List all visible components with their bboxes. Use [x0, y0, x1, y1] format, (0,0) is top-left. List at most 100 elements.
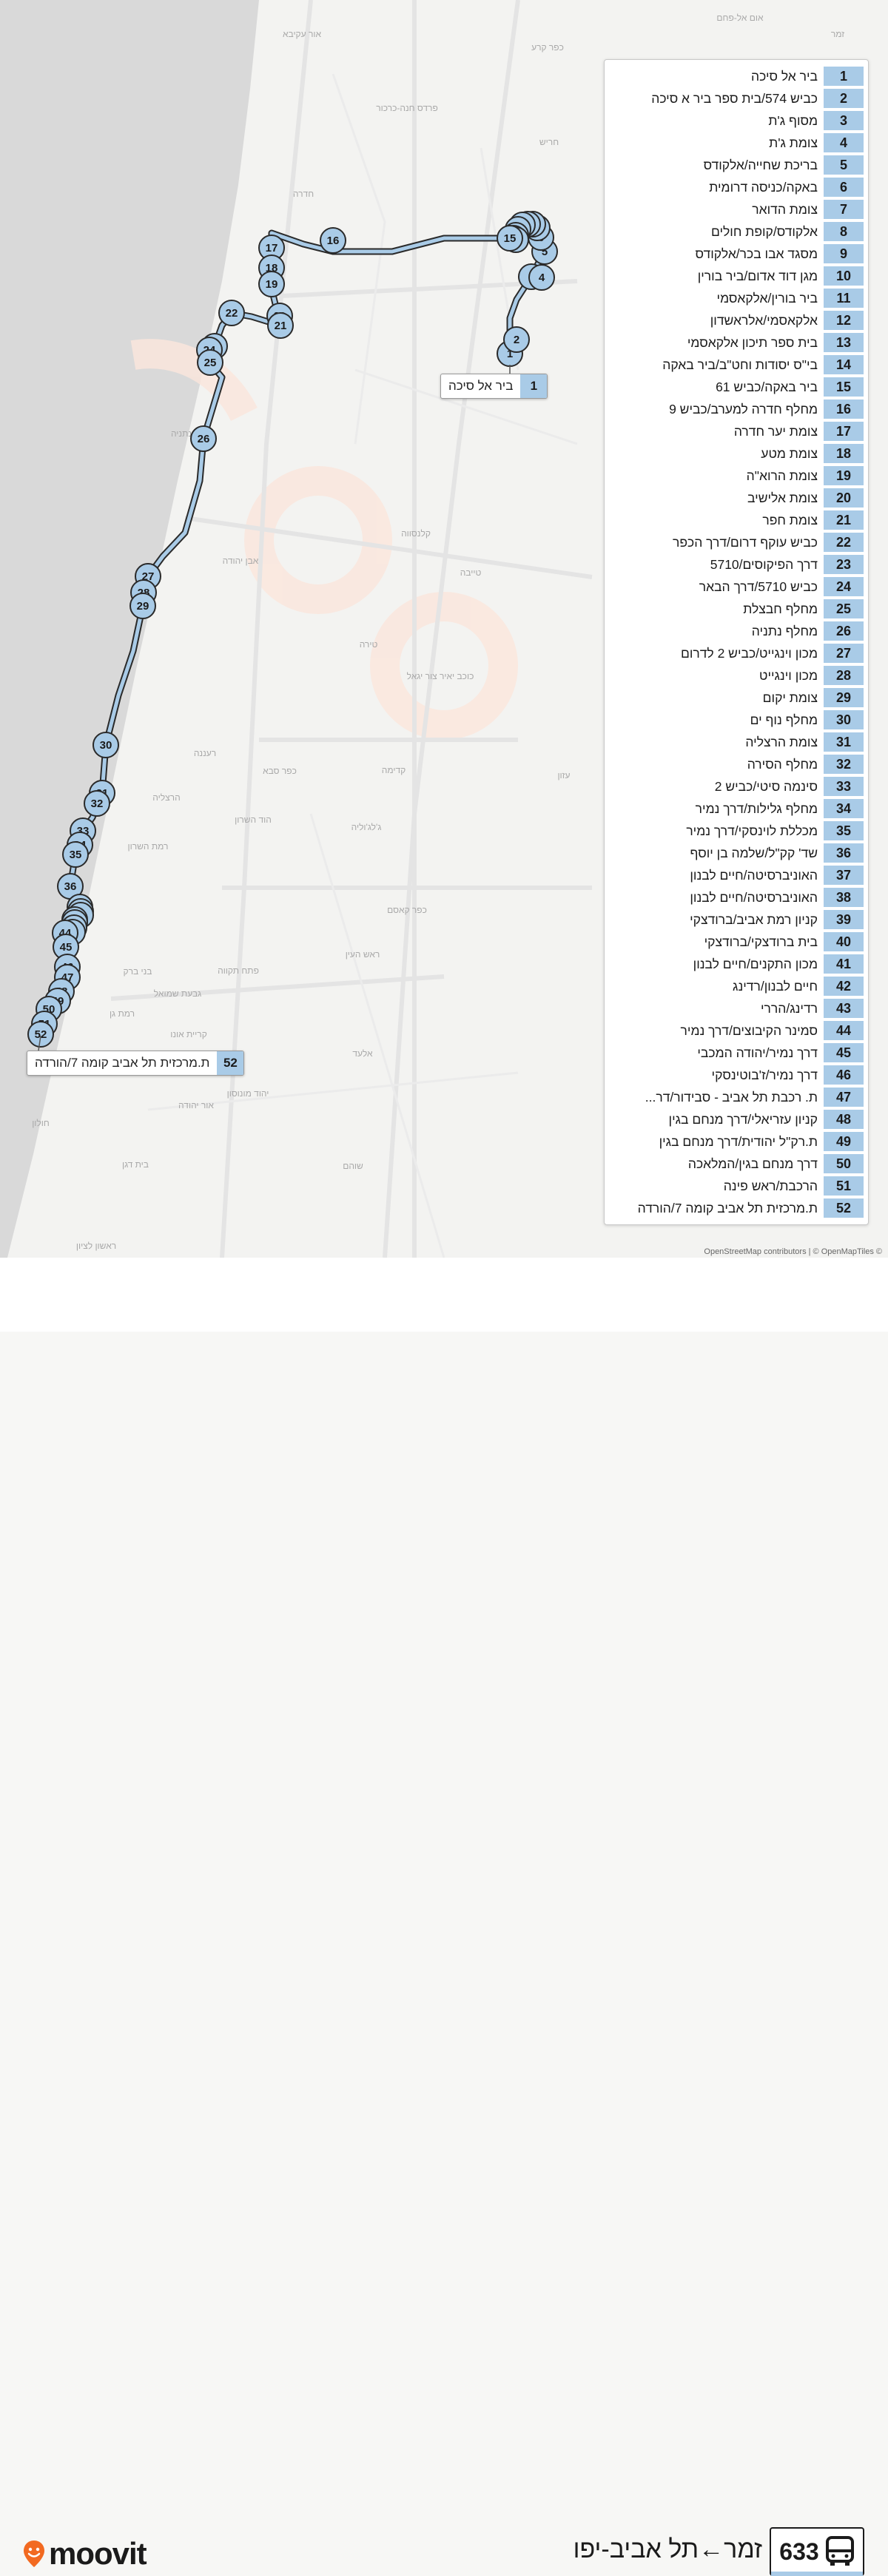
- stop-list-item[interactable]: 28 מכון וינגייט: [609, 666, 864, 685]
- stop-list-item[interactable]: 48 קניון עזריאלי/דרך מנחם בגין: [609, 1110, 864, 1129]
- stop-marker-circle: [130, 593, 156, 619]
- stop-list-item[interactable]: 3 מסוף ג'ת: [609, 111, 864, 130]
- stop-list-item[interactable]: 33 סינמה סיטי/כביש 2: [609, 777, 864, 796]
- town-label: אלעד: [352, 1048, 373, 1059]
- stop-list-item[interactable]: 15 ביר באקה/כביש 61: [609, 377, 864, 397]
- stop-marker-29[interactable]: 29: [130, 593, 156, 619]
- stop-list-item[interactable]: 23 דרך הפיקוסים/5710: [609, 555, 864, 574]
- stop-list-item[interactable]: 11 ביר בורין/אלקאסמי: [609, 289, 864, 308]
- stop-list-item[interactable]: 38 האוניברסיטה/חיים לבנון: [609, 888, 864, 907]
- stop-list-item[interactable]: 8 אלקודס/קופת חולים: [609, 222, 864, 241]
- stop-marker-32[interactable]: 32: [84, 790, 110, 817]
- stop-marker-17[interactable]: 17: [258, 235, 285, 261]
- stop-list-item[interactable]: 26 מחלף נתניה: [609, 621, 864, 641]
- stop-list-item[interactable]: 20 צומת אלישיב: [609, 488, 864, 508]
- stop-list-name: ביר אל סיכה: [751, 68, 818, 84]
- stop-list-name: אלקאסמי/אלראשדון: [710, 312, 818, 328]
- stop-marker-circle: [258, 271, 285, 297]
- town-label: יהוד מונוסון: [227, 1088, 269, 1099]
- stop-list-name: מחלף גלילות/דרך נמיר: [695, 800, 818, 816]
- stop-marker-circle: [84, 790, 110, 817]
- stop-list-item[interactable]: 45 דרך נמיר/יהודה המכבי: [609, 1043, 864, 1062]
- map-attribution[interactable]: OpenStreetMap contributors | © OpenMapTi…: [704, 1247, 882, 1256]
- stop-list-item[interactable]: 18 צומת מטע: [609, 444, 864, 463]
- stop-list-number: 34: [824, 799, 864, 818]
- end-callout[interactable]: 52 ת.מרכזית תל אביב קומה 7/הורדה: [27, 1051, 245, 1076]
- stop-marker-35[interactable]: 35: [62, 841, 89, 868]
- stop-marker-45[interactable]: 45: [53, 934, 79, 960]
- stop-list-name: מכון התקנים/חיים לבנון: [693, 956, 818, 971]
- stop-list-item[interactable]: 35 מכללת לוינסקי/דרך נמיר: [609, 821, 864, 840]
- route-map[interactable]: אום אל-פחם אור עקיבא כפר קרע פרדס חנה-כרכור…: [0, 0, 888, 1258]
- stop-marker-52[interactable]: 52: [27, 1021, 54, 1048]
- stop-list-item[interactable]: 34 מחלף גלילות/דרך נמיר: [609, 799, 864, 818]
- stop-marker-4[interactable]: 4: [528, 264, 555, 291]
- stop-list-item[interactable]: 29 צומת יקום: [609, 688, 864, 707]
- stop-list-item[interactable]: 50 דרך מנחם בגין/המלאכה: [609, 1154, 864, 1173]
- stop-marker-circle: [190, 425, 217, 452]
- stop-marker-25[interactable]: 25: [197, 349, 223, 376]
- moovit-logo[interactable]: moovit: [22, 2536, 147, 2571]
- stop-list-item[interactable]: 31 צומת הרצליה: [609, 732, 864, 752]
- stop-marker-26[interactable]: 26: [190, 425, 217, 452]
- stop-list-item[interactable]: 13 בית ספר תיכון אלקאסמי: [609, 333, 864, 352]
- stop-list-item[interactable]: 9 מסגד אבו בכר/אלקודס: [609, 244, 864, 263]
- stop-marker-19[interactable]: 19: [258, 271, 285, 297]
- stop-list-item[interactable]: 16 מחלף חדרה למערב/כביש 9: [609, 399, 864, 419]
- stop-list-number: 15: [824, 377, 864, 397]
- route-badge[interactable]: 633: [770, 2527, 864, 2576]
- stop-list-item[interactable]: 44 סמינר הקיבוצים/דרך נמיר: [609, 1021, 864, 1040]
- stop-list-item[interactable]: 32 מחלף הסירה: [609, 755, 864, 774]
- start-callout[interactable]: 1 ביר אל סיכה: [440, 374, 548, 399]
- stop-list-item[interactable]: 36 שד' קק"ל/שלמה בן יוסף: [609, 843, 864, 863]
- town-label: נתניה: [171, 428, 192, 439]
- stop-list-name: דרך מנחם בגין/המלאכה: [687, 1156, 818, 1171]
- stop-list-item[interactable]: 41 מכון התקנים/חיים לבנון: [609, 954, 864, 974]
- stop-list-item[interactable]: 46 דרך נמיר/ז'בוטינסקי: [609, 1065, 864, 1085]
- town-label: אום אל-פחם: [716, 13, 764, 23]
- stop-list-item[interactable]: 30 מחלף נוף ים: [609, 710, 864, 729]
- stop-marker-30[interactable]: 30: [92, 732, 119, 758]
- stop-marker-label: 35: [70, 849, 82, 861]
- stop-list-item[interactable]: 14 בי"ס יסודות וחט"ב/ביר באקה: [609, 355, 864, 374]
- stop-list-item[interactable]: 4 צומת ג'ת: [609, 133, 864, 152]
- stop-list-item[interactable]: 2 כביש 574/בית ספר ביר א סיכה: [609, 89, 864, 108]
- stop-list-item[interactable]: 17 צומת יער חדרה: [609, 422, 864, 441]
- stop-list-item[interactable]: 1 ביר אל סיכה: [609, 67, 864, 86]
- stop-list-item[interactable]: 40 בית ברודצקי/ברודצקי: [609, 932, 864, 951]
- stop-list-item[interactable]: 21 צומת חפר: [609, 510, 864, 530]
- stop-list-item[interactable]: 25 מחלף חבצלת: [609, 599, 864, 618]
- stop-list-item[interactable]: 19 צומת הרוא"ה: [609, 466, 864, 485]
- town-label: כפר קרע: [531, 42, 564, 53]
- town-label: הוד השרון: [235, 815, 272, 825]
- stop-marker-16[interactable]: 16: [320, 227, 346, 254]
- stop-list-item[interactable]: 10 מגן דוד אדום/ביר בורין: [609, 266, 864, 286]
- stop-list-number: 25: [824, 599, 864, 618]
- stop-list-name: באקה/כניסה דרומית: [709, 179, 818, 195]
- stop-marker-22[interactable]: 22: [218, 300, 245, 326]
- stop-list-item[interactable]: 5 בריכת שחייה/אלקודס: [609, 155, 864, 175]
- stop-list[interactable]: 1 ביר אל סיכה 2 כביש 574/בית ספר ביר א סיכה…: [604, 59, 869, 1225]
- stop-list-item[interactable]: 49 ת.רק"ל יהודית/דרך מנחם בגין: [609, 1132, 864, 1151]
- stop-list-item[interactable]: 52 ת.מרכזית תל אביב קומה 7/הורדה: [609, 1198, 864, 1218]
- stop-list-item[interactable]: 43 רדינג/הררי: [609, 999, 864, 1018]
- stop-list-name: בית ספר תיכון אלקאסמי: [687, 334, 818, 350]
- stop-list-item[interactable]: 51 הרכבת/ראש פינה: [609, 1176, 864, 1196]
- stop-list-item[interactable]: 37 האוניברסיטה/חיים לבנון: [609, 866, 864, 885]
- stop-marker-2[interactable]: 2: [503, 326, 530, 353]
- stop-marker-21[interactable]: 21: [267, 312, 294, 339]
- stop-list-item[interactable]: 42 חיים לבנון/רדינג: [609, 977, 864, 996]
- stop-list-name: ביר בורין/אלקאסמי: [716, 290, 818, 306]
- stop-list-item[interactable]: 47 ת. רכבת תל אביב - סבידור/דר...: [609, 1088, 864, 1107]
- stop-list-item[interactable]: 27 מכון וינגייט/כביש 2 לדרום: [609, 644, 864, 663]
- stop-marker-15[interactable]: 15: [497, 225, 523, 252]
- stop-list-name: קניון עזריאלי/דרך מנחם בגין: [668, 1111, 818, 1127]
- stop-list-number: 21: [824, 510, 864, 530]
- stop-list-item[interactable]: 6 באקה/כניסה דרומית: [609, 178, 864, 197]
- stop-list-item[interactable]: 22 כביש עוקף דרום/דרך הכפר: [609, 533, 864, 552]
- stop-list-item[interactable]: 12 אלקאסמי/אלראשדון: [609, 311, 864, 330]
- stop-list-item[interactable]: 7 צומת הדואר: [609, 200, 864, 219]
- stop-list-item[interactable]: 24 כביש 5710/דרך הבאר: [609, 577, 864, 596]
- stop-list-item[interactable]: 39 קניון רמת אביב/ברודצקי: [609, 910, 864, 929]
- stop-list-name: מחלף נתניה: [751, 623, 818, 638]
